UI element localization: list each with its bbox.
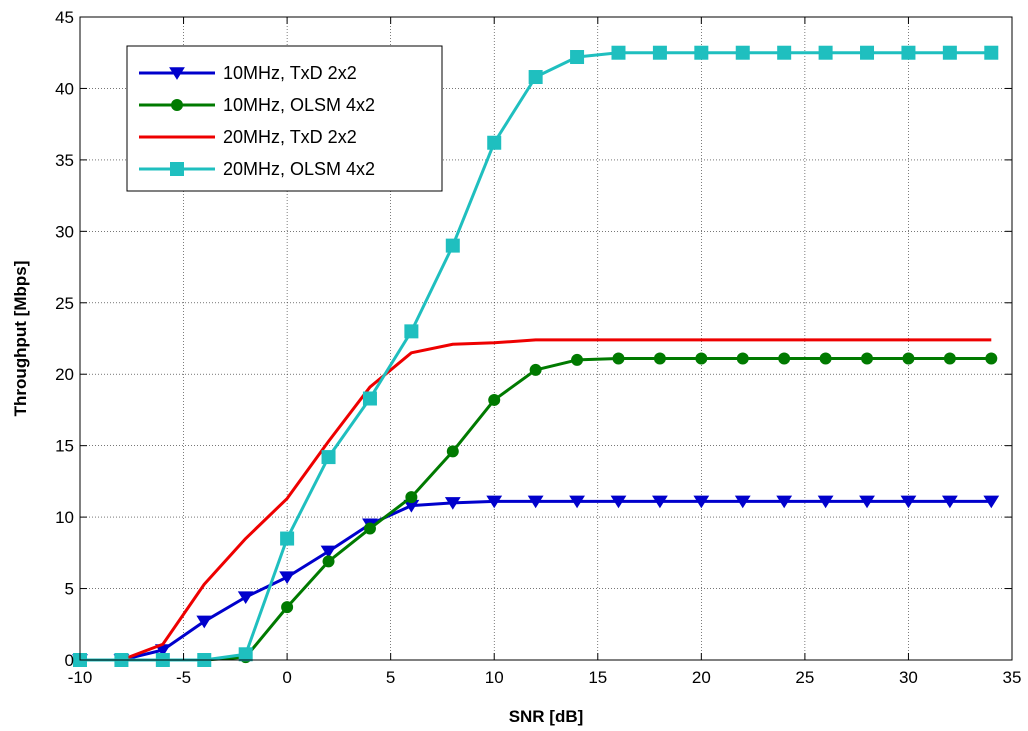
- x-tick-label: 35: [1003, 668, 1022, 687]
- data-point: [983, 495, 1000, 509]
- x-tick-label: 30: [899, 668, 918, 687]
- x-tick-label: -5: [176, 668, 191, 687]
- data-point: [320, 545, 337, 559]
- data-point: [695, 352, 708, 365]
- y-tick-label: 40: [55, 79, 74, 98]
- data-point: [488, 393, 501, 406]
- data-point: [900, 495, 917, 509]
- y-tick-label: 15: [55, 437, 74, 456]
- tick-labels: -10 -5 0 5 10 15 20 25 30 35 0 5 10 15 20 25 30 35 40 45: [55, 8, 1021, 687]
- data-point: [653, 352, 666, 365]
- axes-frame: [79, 16, 1013, 661]
- x-tick-label: 0: [282, 668, 291, 687]
- data-point: [528, 70, 543, 85]
- x-tick-label: 20: [692, 668, 711, 687]
- data-point: [736, 352, 749, 365]
- data-point: [694, 45, 709, 60]
- data-point: [778, 352, 791, 365]
- data-point: [734, 495, 751, 509]
- data-point: [612, 352, 625, 365]
- x-tick-label: 10: [485, 668, 504, 687]
- data-point: [569, 495, 585, 509]
- series-3: [80, 338, 992, 662]
- data-point: [985, 352, 998, 365]
- y-tick-label: 45: [55, 8, 74, 27]
- series-2: [74, 352, 998, 666]
- data-point: [817, 495, 834, 509]
- data-point: [943, 352, 956, 365]
- data-point: [861, 352, 874, 365]
- y-tick-label: 0: [65, 651, 74, 670]
- y-axis-label: Throughput [Mbps]: [11, 261, 30, 417]
- data-point: [735, 45, 750, 60]
- y-tick-label: 5: [65, 580, 74, 599]
- data-point: [363, 522, 376, 535]
- data-point: [445, 238, 460, 253]
- y-tick-label: 35: [55, 151, 74, 170]
- data-point: [279, 571, 296, 585]
- legend-label: 10MHz, OLSM 4x2: [223, 95, 375, 115]
- legend-marker: [169, 67, 185, 80]
- legend-marker: [171, 99, 183, 111]
- y-tick-label: 10: [55, 508, 74, 527]
- data-point: [444, 497, 461, 510]
- data-point: [322, 555, 335, 568]
- data-point: [611, 45, 626, 60]
- x-tick-label: 15: [588, 668, 607, 687]
- data-point: [280, 531, 295, 546]
- x-tick-label: 5: [386, 668, 395, 687]
- data-point: [281, 601, 294, 614]
- data-point: [487, 135, 502, 150]
- data-point: [859, 495, 875, 509]
- plot-frame: [79, 16, 1013, 661]
- legend-label: 20MHz, OLSM 4x2: [223, 159, 375, 179]
- data-point: [819, 352, 832, 365]
- data-point: [610, 495, 627, 509]
- data-point: [321, 450, 336, 465]
- data-point: [237, 591, 254, 605]
- data-point: [902, 352, 915, 365]
- data-point: [942, 45, 957, 60]
- data-point: [238, 647, 253, 662]
- data-point: [527, 495, 544, 509]
- data-point: [570, 50, 585, 65]
- data-point: [571, 353, 584, 366]
- data-point: [652, 45, 667, 60]
- y-tick-label: 20: [55, 365, 74, 384]
- data-point: [446, 445, 459, 458]
- data-point: [652, 495, 668, 509]
- x-tick-label: 25: [795, 668, 814, 687]
- data-point: [486, 495, 503, 509]
- data-point: [984, 45, 999, 60]
- data-point: [941, 495, 958, 509]
- x-axis-label: SNR [dB]: [509, 707, 584, 726]
- data-point: [405, 491, 418, 504]
- data-point: [818, 45, 833, 60]
- legend-label: 10MHz, TxD 2x2: [223, 63, 357, 83]
- data-point: [529, 363, 542, 376]
- data-point: [196, 615, 213, 629]
- data-point: [901, 45, 916, 60]
- legend-marker: [170, 162, 184, 176]
- y-tick-label: 25: [55, 294, 74, 313]
- data-point: [362, 391, 377, 406]
- x-tick-label: -10: [68, 668, 93, 687]
- data-point: [693, 495, 710, 509]
- data-point: [777, 45, 792, 60]
- data-point: [404, 324, 419, 339]
- series-line: [80, 338, 992, 662]
- legend: 10MHz, TxD 2x2 10MHz, OLSM 4x2 20MHz, TxD …: [126, 45, 443, 192]
- data-point: [776, 495, 793, 509]
- y-tick-label: 30: [55, 222, 74, 241]
- data-point: [860, 45, 875, 60]
- legend-label: 20MHz, TxD 2x2: [223, 127, 357, 147]
